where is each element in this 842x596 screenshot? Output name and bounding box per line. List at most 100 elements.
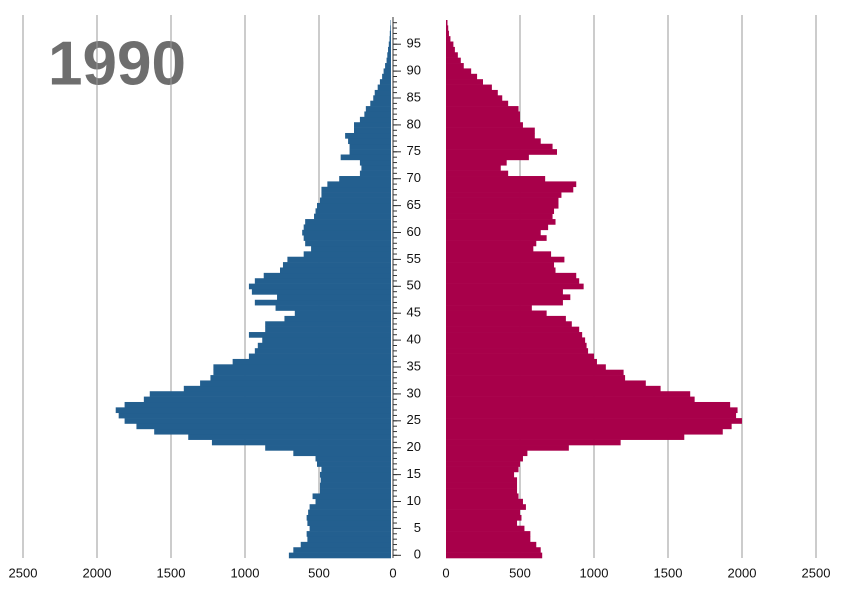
y-tick-label: 30: [407, 385, 421, 400]
bar: [262, 337, 391, 344]
bar: [446, 219, 556, 225]
bar: [308, 509, 391, 516]
x-tick-label: 2000: [83, 565, 112, 580]
bar: [446, 461, 520, 467]
bar: [446, 358, 597, 365]
y-tick-label: 25: [407, 412, 421, 427]
bar: [446, 138, 541, 145]
bar: [446, 375, 626, 381]
bar: [382, 73, 391, 80]
bar: [124, 418, 391, 424]
bar: [446, 57, 461, 64]
x-tick-label: 1500: [654, 565, 683, 580]
y-tick-label: 95: [407, 36, 421, 51]
bar: [315, 208, 391, 214]
bar: [446, 412, 737, 419]
y-tick-label: 20: [407, 439, 421, 454]
bar: [446, 106, 519, 112]
bar: [370, 100, 391, 107]
y-tick-label: 60: [407, 224, 421, 239]
y-tick-label: 10: [407, 493, 421, 508]
bar: [446, 455, 523, 462]
bar: [446, 445, 569, 451]
bar: [446, 385, 661, 392]
bar: [257, 342, 391, 349]
bar: [446, 504, 526, 510]
bar: [446, 353, 594, 360]
bar: [345, 132, 391, 139]
bar: [390, 25, 391, 32]
y-tick-label: 70: [407, 170, 421, 185]
bar: [446, 391, 691, 397]
bar: [446, 224, 549, 231]
bar: [282, 262, 391, 268]
bar: [200, 380, 391, 387]
bar: [446, 450, 528, 457]
y-tick-label: 15: [407, 466, 421, 481]
bar: [317, 461, 391, 467]
bar: [284, 315, 391, 322]
bar: [446, 536, 531, 543]
bar: [446, 213, 553, 220]
bar: [446, 46, 455, 53]
bar: [446, 337, 586, 344]
bar: [386, 57, 391, 64]
bar: [307, 520, 391, 527]
bar: [446, 514, 522, 521]
bar: [339, 176, 391, 182]
bar: [374, 89, 391, 96]
bar: [446, 305, 532, 311]
bar: [446, 423, 732, 430]
bar: [446, 36, 451, 42]
bar: [446, 240, 537, 247]
bar: [232, 358, 391, 365]
bar: [349, 149, 391, 155]
bar: [211, 439, 391, 446]
bar: [115, 407, 391, 414]
bar: [446, 176, 546, 182]
bar: [446, 369, 624, 376]
bar: [446, 342, 587, 349]
bar: [143, 396, 391, 403]
y-tick-label: 55: [407, 251, 421, 266]
bar: [446, 332, 583, 338]
bar: [389, 30, 391, 37]
bar: [446, 396, 695, 403]
bar: [446, 208, 555, 214]
bar: [251, 289, 391, 295]
bar: [340, 154, 391, 161]
bar: [183, 385, 391, 392]
bar: [446, 73, 478, 80]
bar: [446, 122, 523, 128]
bar: [446, 321, 572, 327]
bar: [446, 531, 531, 537]
bar: [348, 138, 391, 145]
bar: [446, 380, 646, 387]
bar: [349, 143, 391, 150]
bar: [446, 89, 498, 96]
x-tick-label: 2500: [802, 565, 831, 580]
bar: [446, 251, 552, 258]
bar: [446, 267, 556, 274]
bar: [303, 224, 391, 231]
x-tick-label: 0: [389, 565, 396, 580]
bar: [263, 272, 391, 279]
bar: [389, 36, 391, 42]
bar: [293, 450, 391, 457]
x-tick-label: 0: [442, 565, 449, 580]
bar: [446, 326, 580, 333]
y-tick-label: 90: [407, 63, 421, 78]
bar: [254, 348, 391, 354]
bar: [446, 132, 535, 139]
bar: [359, 116, 391, 123]
bar: [446, 278, 580, 284]
bar: [446, 127, 535, 134]
bar: [446, 498, 523, 505]
bar: [136, 423, 391, 430]
y-tick-label: 5: [414, 520, 421, 535]
bar: [446, 20, 448, 26]
bar: [388, 46, 391, 53]
bar: [446, 181, 577, 188]
y-tick-label: 35: [407, 358, 421, 373]
bar: [254, 299, 391, 306]
